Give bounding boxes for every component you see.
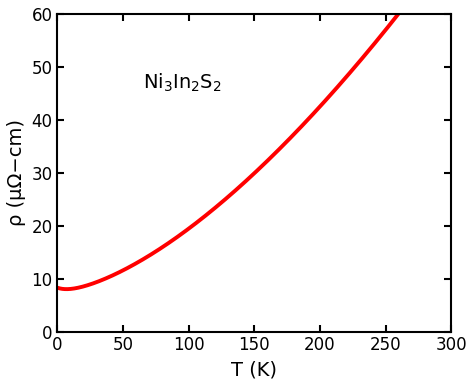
Text: Ni$_3$In$_2$S$_2$: Ni$_3$In$_2$S$_2$ [143,72,221,94]
Y-axis label: ρ (μΩ−cm): ρ (μΩ−cm) [7,119,26,226]
X-axis label: T (K): T (K) [231,360,277,379]
